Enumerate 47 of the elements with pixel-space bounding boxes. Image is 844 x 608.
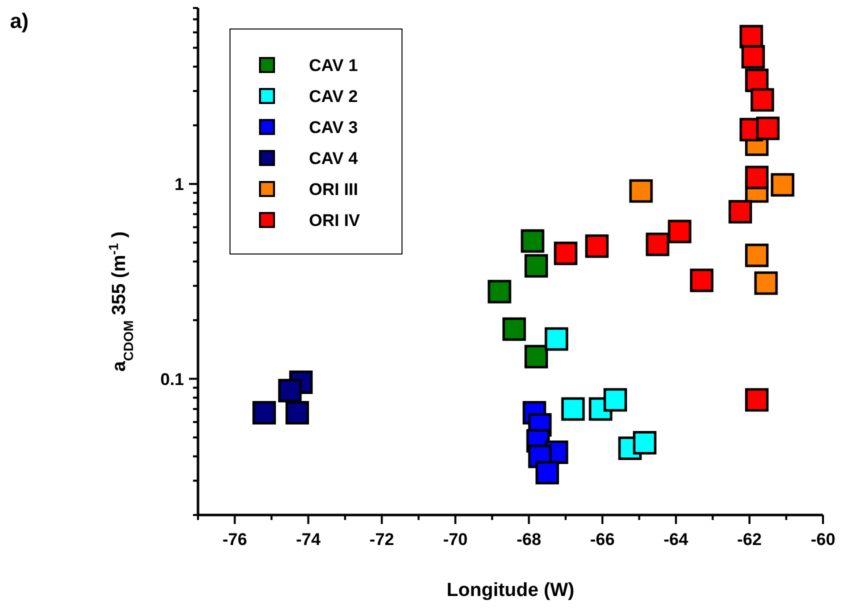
point — [629, 179, 653, 203]
x-axis-title: Longitude (W) — [446, 580, 574, 601]
point — [554, 242, 578, 266]
point — [524, 254, 548, 278]
point — [524, 344, 548, 368]
point — [756, 116, 780, 140]
point — [604, 388, 628, 412]
point — [278, 378, 302, 402]
x-tick-label: -72 — [370, 530, 394, 549]
point — [520, 229, 544, 253]
legend-label: ORI IV — [309, 211, 361, 230]
point — [770, 173, 794, 197]
x-tick-label: -76 — [222, 530, 248, 549]
legend-label: CAV 4 — [309, 149, 358, 168]
point — [646, 232, 670, 256]
legend-label: ORI III — [309, 180, 358, 199]
x-tick-label: -64 — [664, 530, 689, 549]
legend-label: CAV 3 — [309, 118, 358, 137]
point — [668, 220, 692, 244]
point — [632, 430, 656, 454]
x-tick-label: -62 — [737, 530, 762, 549]
point — [745, 244, 769, 268]
point — [286, 400, 310, 424]
x-tick-label: -70 — [443, 530, 468, 549]
point — [544, 327, 568, 351]
point — [728, 200, 752, 224]
point — [502, 317, 526, 341]
legend-label: CAV 1 — [309, 56, 358, 75]
x-tick-label: -68 — [516, 530, 542, 549]
point — [561, 397, 585, 421]
x-tick-label: -74 — [296, 530, 322, 549]
y-tick-label: 1 — [174, 174, 184, 194]
text: a) — [10, 10, 29, 33]
point — [536, 460, 560, 484]
x-tick-label: -66 — [590, 530, 615, 549]
x-tick-label: -60 — [810, 530, 836, 549]
point — [690, 268, 714, 292]
point — [750, 88, 774, 112]
y-tick-label: 0.1 — [160, 370, 184, 389]
point — [488, 280, 512, 304]
point — [745, 166, 769, 190]
point — [754, 271, 778, 295]
point — [585, 234, 609, 258]
legend-label: CAV 2 — [309, 87, 358, 106]
point — [741, 44, 765, 68]
point — [252, 400, 276, 424]
point — [745, 388, 769, 412]
